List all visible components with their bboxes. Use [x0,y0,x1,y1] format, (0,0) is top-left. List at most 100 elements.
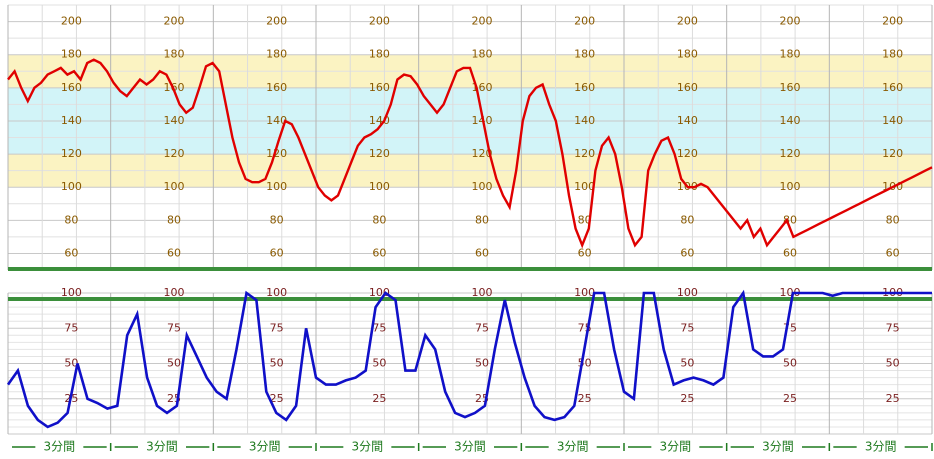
fhr-grid [7,4,933,271]
fhr-tick-label: 80 [783,213,797,226]
fhr-tick-label: 160 [882,81,903,94]
toco-tick-label: 75 [167,321,181,334]
toco-tick-label: 50 [475,357,489,370]
fhr-tick-label: 140 [164,114,185,127]
fhr-tick-label: 80 [64,213,78,226]
fhr-tick-label: 200 [369,15,390,28]
fhr-tick-label: 180 [677,48,698,61]
toco-tick-label: 50 [886,357,900,370]
fhr-tick-label: 80 [680,213,694,226]
fhr-tick-label: 120 [369,147,390,160]
fhr-tick-label: 180 [574,48,595,61]
toco-tick-label: 100 [780,286,801,299]
fhr-tick-label: 200 [677,15,698,28]
toco-grid [7,292,933,435]
time-axis-label: 3分間 [146,440,178,454]
time-axis-label: 3分間 [249,440,281,454]
fhr-tick-label: 60 [475,246,489,259]
fhr-tick-label: 180 [369,48,390,61]
fhr-tick-label: 200 [882,15,903,28]
time-axis-label: 3分間 [660,440,692,454]
fhr-tick-label: 140 [780,114,801,127]
fhr-tick-label: 180 [780,48,801,61]
fhr-tick-label: 140 [61,114,82,127]
toco-tick-label: 100 [677,286,698,299]
fhr-tick-label: 80 [372,213,386,226]
toco-tick-label: 100 [574,286,595,299]
fhr-tick-label: 180 [164,48,185,61]
fhr-tick-label: 100 [61,180,82,193]
fhr-tick-label: 80 [886,213,900,226]
fhr-tick-label: 160 [61,81,82,94]
fhr-tick-label: 200 [266,15,287,28]
toco-tick-label: 75 [886,321,900,334]
fhr-tick-label: 140 [882,114,903,127]
fhr-tick-label: 80 [578,213,592,226]
toco-tick-label: 75 [680,321,694,334]
toco-tick-label: 25 [578,392,592,405]
toco-tick-label: 75 [372,321,386,334]
fhr-tick-label: 80 [270,213,284,226]
toco-tick-label: 25 [372,392,386,405]
fhr-tick-label: 160 [780,81,801,94]
fhr-tick-label: 100 [266,180,287,193]
toco-series-line [6,289,932,429]
time-axis-label: 3分間 [454,440,486,454]
toco-tick-label: 100 [61,286,82,299]
toco-tick-label: 50 [270,357,284,370]
fhr-tick-label: 160 [266,81,287,94]
fhr-tick-label: 120 [882,147,903,160]
time-axis-label: 3分間 [557,440,589,454]
fhr-tick-label: 60 [167,246,181,259]
fhr-tick-label: 160 [574,81,595,94]
fhr-tick-label: 60 [680,246,694,259]
toco-tick-label: 25 [270,392,284,405]
toco-tick-label: 100 [472,286,493,299]
fhr-tick-label: 120 [780,147,801,160]
fhr-tick-label: 120 [677,147,698,160]
fhr-tick-label: 200 [164,15,185,28]
fhr-series-line [7,58,933,249]
fhr-tick-label: 100 [780,180,801,193]
fhr-tick-label: 200 [780,15,801,28]
time-axis-label: 3分間 [865,440,897,454]
fhr-tick-label: 160 [369,81,390,94]
fhr-tick-label: 180 [882,48,903,61]
fhr-tick-label: 120 [472,147,493,160]
toco-tick-label: 50 [783,357,797,370]
fhr-tick-label: 100 [369,180,390,193]
fhr-tick-label: 180 [61,48,82,61]
fhr-tick-label: 160 [677,81,698,94]
fhr-tick-label: 120 [574,147,595,160]
fhr-tick-label: 100 [164,180,185,193]
toco-panel-top-border [8,297,932,301]
fhr-tick-label: 60 [886,246,900,259]
toco-tick-label: 50 [167,357,181,370]
time-axis-label: 3分間 [762,440,794,454]
fhr-tick-label: 140 [574,114,595,127]
fhr-tick-label: 80 [475,213,489,226]
fhr-tick-label: 180 [472,48,493,61]
fhr-tick-label: 100 [472,180,493,193]
fhr-tick-label: 120 [61,147,82,160]
fhr-tick-label: 100 [574,180,595,193]
fhr-tick-label: 200 [61,15,82,28]
fhr-tick-label: 120 [266,147,287,160]
fhr-tick-label: 60 [64,246,78,259]
fhr-tick-label: 60 [372,246,386,259]
toco-tick-label: 75 [475,321,489,334]
fhr-tick-label: 80 [167,213,181,226]
time-axis-label: 3分間 [352,440,384,454]
toco-tick-label: 75 [270,321,284,334]
toco-tick-label: 50 [680,357,694,370]
toco-tick-label: 50 [372,357,386,370]
toco-tick-label: 50 [64,357,78,370]
fhr-tick-label: 60 [578,246,592,259]
fhr-tick-label: 60 [270,246,284,259]
fhr-tick-label: 60 [783,246,797,259]
fhr-tick-label: 200 [472,15,493,28]
toco-tick-label: 100 [266,286,287,299]
toco-tick-label: 100 [164,286,185,299]
